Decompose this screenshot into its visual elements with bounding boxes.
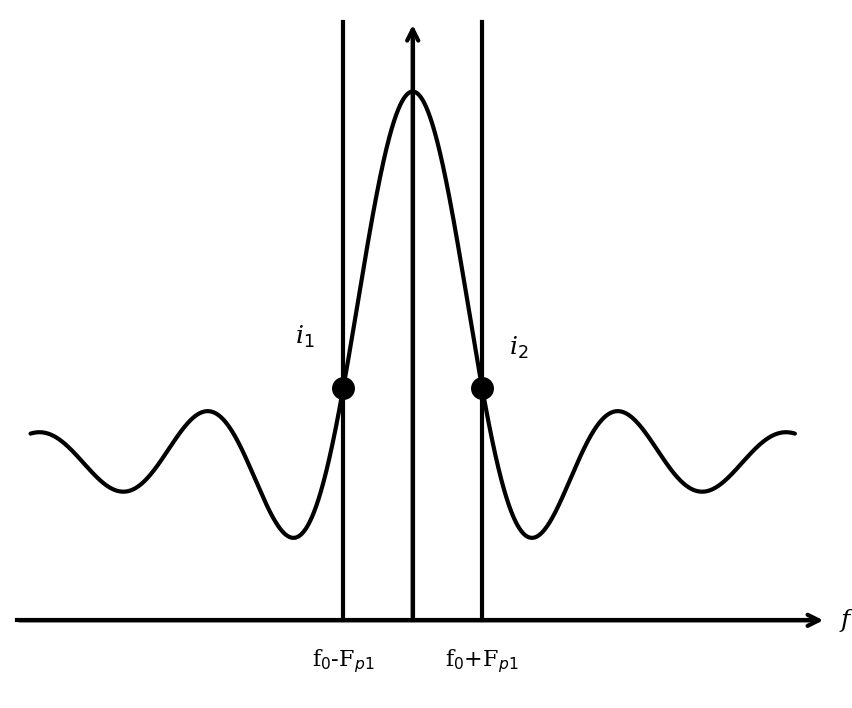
Text: f$_0$-F$_{p1}$: f$_0$-F$_{p1}$ [312, 647, 374, 675]
Text: i$_1$: i$_1$ [295, 324, 315, 350]
Text: i$_2$: i$_2$ [509, 335, 528, 361]
Text: f$_0$+F$_{p1}$: f$_0$+F$_{p1}$ [446, 647, 519, 675]
Point [475, 382, 489, 394]
Point [337, 382, 350, 394]
Text: f: f [840, 609, 849, 632]
